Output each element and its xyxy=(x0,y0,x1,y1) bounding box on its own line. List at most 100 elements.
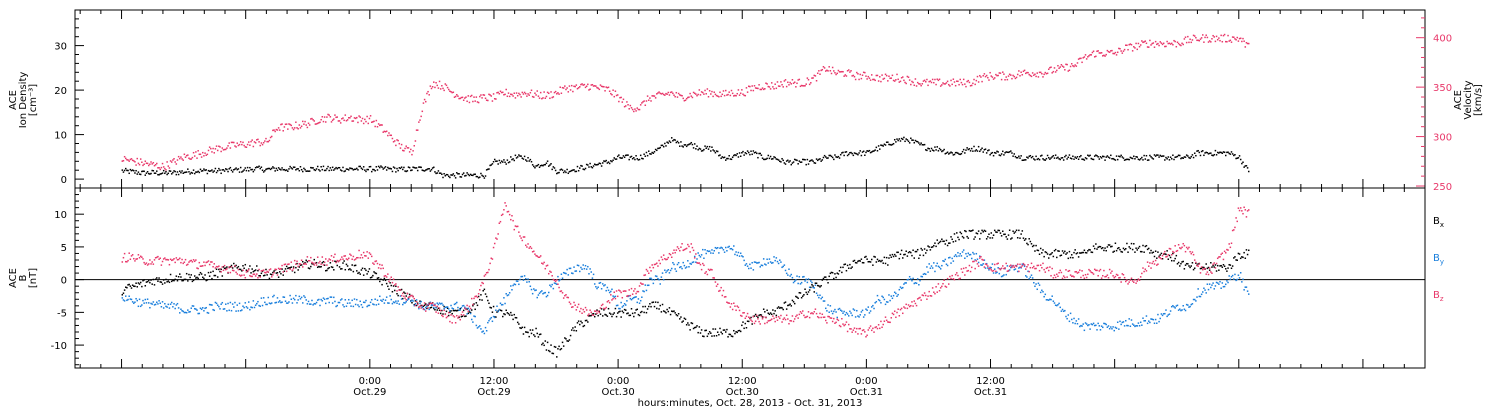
density-point xyxy=(973,145,975,148)
by-point xyxy=(933,262,935,264)
velocity-point xyxy=(399,147,402,149)
bx-point xyxy=(903,253,905,256)
by-point xyxy=(283,296,286,298)
by-point xyxy=(342,304,344,306)
density-point xyxy=(1093,155,1096,157)
bz-point xyxy=(176,259,179,261)
bz-point xyxy=(430,302,433,305)
by-point xyxy=(1099,329,1102,331)
density-point xyxy=(761,157,764,159)
velocity-point xyxy=(379,124,381,127)
density-point xyxy=(669,141,672,144)
by-point xyxy=(595,285,597,288)
bz-point xyxy=(510,218,512,221)
density-point xyxy=(983,148,986,151)
bx-point xyxy=(965,230,967,233)
velocity-point xyxy=(581,83,583,85)
bx-point xyxy=(959,231,961,233)
by-point xyxy=(144,298,147,301)
velocity-point xyxy=(193,155,196,157)
density-point xyxy=(206,172,209,175)
velocity-point xyxy=(235,146,237,148)
bx-point xyxy=(633,315,635,318)
by-point xyxy=(384,299,387,301)
by-point xyxy=(854,316,857,318)
bz-point xyxy=(1181,246,1183,249)
density-point xyxy=(942,149,944,152)
bz-point xyxy=(1150,267,1152,269)
density-point xyxy=(545,162,548,164)
density-point xyxy=(381,166,383,169)
velocity-point xyxy=(1115,54,1118,56)
by-point xyxy=(166,306,168,308)
density-point xyxy=(1065,154,1067,157)
density-point xyxy=(215,171,218,174)
bx-point xyxy=(539,333,542,335)
by-point xyxy=(688,266,690,268)
bottom-panel-frame xyxy=(74,187,1426,369)
velocity-point xyxy=(558,93,560,95)
density-point xyxy=(322,165,325,168)
bx-point xyxy=(929,249,932,251)
bz-point xyxy=(892,313,895,316)
density-point xyxy=(449,176,451,179)
velocity-point xyxy=(126,158,128,161)
density-point xyxy=(1136,156,1138,158)
by-point xyxy=(552,287,555,290)
bz-point xyxy=(565,294,567,296)
by-point xyxy=(1037,282,1040,285)
density-point xyxy=(902,138,904,141)
bx-point xyxy=(170,280,173,283)
velocity-point xyxy=(1102,55,1104,57)
bz-point xyxy=(1134,279,1136,281)
density-point xyxy=(173,170,175,172)
bx-point xyxy=(443,305,445,308)
bx-point xyxy=(554,346,557,348)
by-point xyxy=(562,271,565,274)
velocity-point xyxy=(277,127,280,129)
bz-point xyxy=(473,297,475,300)
density-point xyxy=(1220,151,1222,154)
velocity-point xyxy=(683,99,686,102)
bx-point xyxy=(338,266,341,268)
by-point xyxy=(725,246,727,249)
bz-point xyxy=(200,265,203,267)
bx-point xyxy=(905,250,907,252)
by-point xyxy=(1073,317,1075,320)
by-point xyxy=(1085,323,1088,325)
bz-point xyxy=(228,266,230,268)
bx-point xyxy=(715,334,718,337)
bz-point xyxy=(584,306,587,309)
bx-point xyxy=(318,265,320,268)
bx-point xyxy=(742,321,744,323)
velocity-point xyxy=(410,148,412,151)
velocity-point xyxy=(1005,76,1007,78)
by-point xyxy=(313,302,316,305)
by-point xyxy=(1238,277,1241,279)
density-point xyxy=(230,169,233,172)
bx-point xyxy=(654,301,657,303)
bx-point xyxy=(510,311,512,314)
velocity-point xyxy=(214,148,217,150)
velocity-point xyxy=(1196,39,1198,42)
by-point xyxy=(1210,286,1212,289)
density-point xyxy=(1058,158,1060,160)
by-point xyxy=(960,255,963,257)
bx-point xyxy=(535,327,537,330)
velocity-point xyxy=(568,85,571,87)
velocity-point xyxy=(664,94,666,96)
velocity-point xyxy=(515,92,518,94)
bz-point xyxy=(321,256,324,258)
velocity-point xyxy=(930,81,933,84)
by-point xyxy=(1026,276,1028,278)
velocity-point xyxy=(256,139,258,141)
bz-point xyxy=(919,296,921,299)
density-point xyxy=(202,169,204,172)
bz-point xyxy=(535,254,537,257)
bz-point xyxy=(1198,263,1201,265)
velocity-point xyxy=(253,141,256,143)
bx-point xyxy=(1231,265,1234,267)
bx-point xyxy=(142,279,144,282)
bx-point xyxy=(769,312,772,314)
bx-point xyxy=(384,279,387,282)
